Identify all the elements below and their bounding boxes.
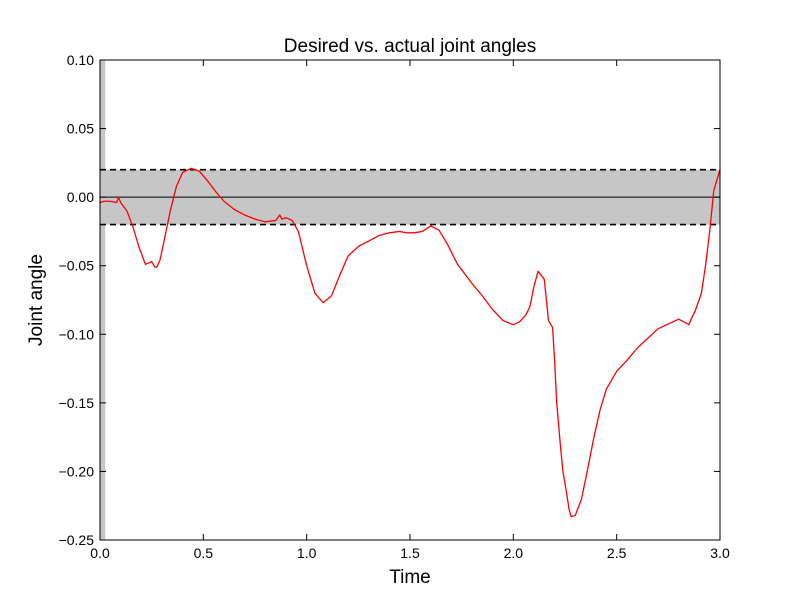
y-tick-label: −0.15 [59, 395, 95, 411]
y-tick-label: −0.25 [59, 532, 95, 548]
x-tick-label: 3.0 [710, 545, 730, 561]
axis-ticks: 0.0 0.5 1.0 1.5 2.0 2.5 3.0 0.10 0.05 0.00 −0.05 −0… [59, 52, 730, 561]
left-edge-strip [100, 60, 106, 540]
chart-title: Desired vs. actual joint angles [284, 36, 536, 57]
x-tick-label: 1.5 [400, 545, 420, 561]
x-axis-label: Time [389, 567, 431, 588]
x-tick-label: 1.0 [297, 545, 317, 561]
y-tick-label: 0.10 [67, 52, 94, 68]
x-tick-label: 2.5 [607, 545, 627, 561]
actual-angle-series-line [99, 167, 721, 518]
y-tick-label: −0.05 [59, 258, 95, 274]
plot-area [99, 60, 721, 540]
x-tick-label: 0.5 [194, 545, 214, 561]
y-tick-label: 0.00 [67, 189, 94, 205]
y-tick-label: −0.10 [59, 326, 95, 342]
y-axis-label: Joint angle [26, 254, 47, 346]
y-tick-label: −0.20 [59, 463, 95, 479]
y-tick-label: 0.05 [67, 121, 94, 137]
x-tick-label: 2.0 [504, 545, 524, 561]
plot-frame [99, 59, 721, 541]
x-tick-label: 0.0 [90, 545, 110, 561]
